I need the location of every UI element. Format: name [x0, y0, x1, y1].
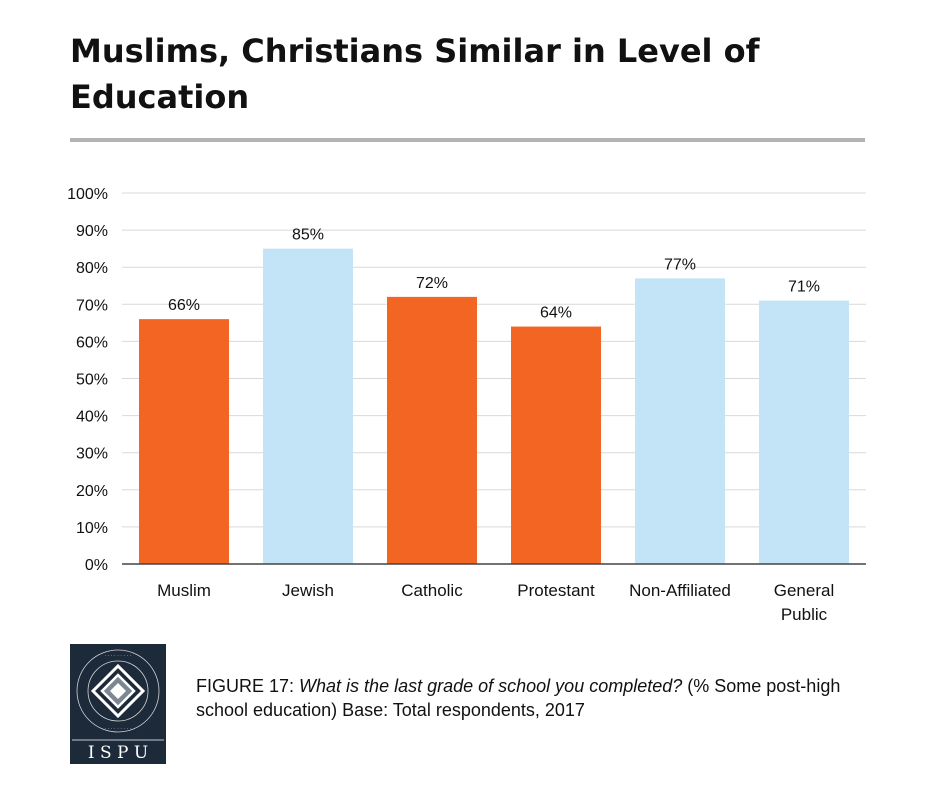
ispu-logo: · · · · · · · · · · · · · · · · · · I S …: [70, 644, 166, 764]
y-tick-label: 30%: [76, 446, 108, 463]
title-divider: [70, 138, 865, 142]
bar-jewish: [263, 248, 353, 564]
data-label: 71%: [788, 279, 820, 296]
survey-question: What is the last grade of school you com…: [299, 676, 683, 696]
data-label: 66%: [168, 297, 200, 314]
x-axis-category-labels: Muslim Jewish Catholic Protestant Non-Affili…: [157, 581, 834, 624]
bar-general-public: [759, 300, 849, 564]
x-tick-label: Protestant: [517, 581, 595, 600]
x-tick-label: Non-Affiliated: [629, 581, 731, 600]
chart-title: Muslims, Christians Similar in Level of …: [70, 32, 760, 116]
logo-diamond-outer: [90, 663, 146, 719]
y-tick-label: 0%: [85, 557, 108, 574]
data-label: 64%: [540, 305, 572, 322]
logo-letters: I S P U: [88, 743, 148, 763]
svg-text:· · · · · · · · ·: · · · · · · · · ·: [104, 653, 131, 659]
bar-catholic: [387, 296, 477, 564]
y-tick-label: 40%: [76, 409, 108, 426]
y-tick-label: 80%: [76, 260, 108, 277]
y-tick-label: 50%: [76, 372, 108, 389]
logo-outer-ring: [76, 649, 160, 733]
x-tick-label: Muslim: [157, 581, 211, 600]
svg-text:· · · · · · · · ·: · · · · · · · · ·: [104, 726, 131, 732]
y-tick-label: 10%: [76, 520, 108, 537]
figure-caption: FIGURE 17: What is the last grade of sch…: [196, 674, 896, 722]
caption-note: (% Some post-high school education) Base…: [196, 676, 841, 720]
y-tick-label: 90%: [76, 223, 108, 240]
caption-separator: :: [289, 676, 300, 696]
logo-ring-text: · · · · · · · · · · · · · · · · · ·: [104, 653, 131, 732]
gridlines: [122, 192, 866, 528]
bar-non-affiliated: [635, 278, 725, 564]
data-label: 77%: [664, 256, 696, 273]
x-tick-label: Jewish: [282, 581, 334, 600]
bar-protestant: [511, 326, 601, 564]
bars: [139, 248, 849, 564]
x-tick-label: General Public: [774, 581, 834, 624]
data-labels: 66% 85% 72% 64% 77% 71%: [168, 227, 820, 322]
logo-inner-ring: [87, 660, 149, 722]
logo-diamond-inner: [110, 683, 126, 699]
x-tick-label: Catholic: [401, 581, 463, 600]
y-tick-label: 70%: [76, 297, 108, 314]
data-label: 72%: [416, 275, 448, 292]
bar-chart: 0% 10% 20% 30% 40% 50% 60% 70% 80% 90% 100% 66% 85%…: [67, 186, 866, 624]
figure-label: FIGURE 17: [196, 676, 290, 696]
data-label: 85%: [292, 227, 324, 244]
y-tick-label: 100%: [67, 186, 108, 203]
y-axis-tick-labels: 0% 10% 20% 30% 40% 50% 60% 70% 80% 90% 100%: [67, 186, 108, 574]
y-tick-label: 20%: [76, 483, 108, 500]
bar-muslim: [139, 319, 229, 564]
y-tick-label: 60%: [76, 334, 108, 351]
